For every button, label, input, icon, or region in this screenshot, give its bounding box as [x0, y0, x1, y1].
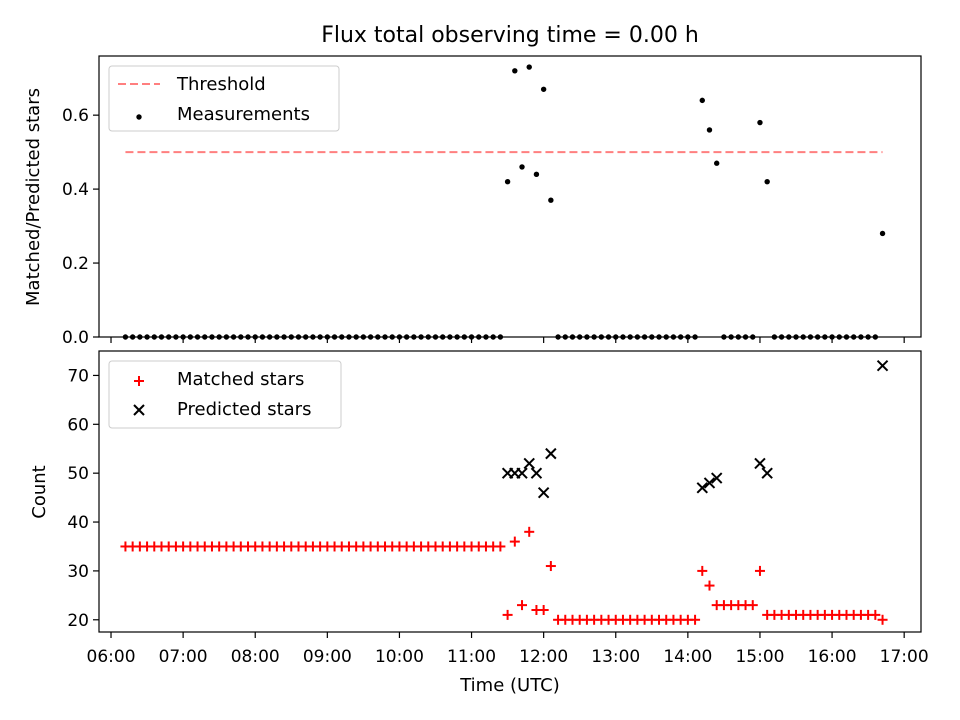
bottom-y-tick-label: 70 [67, 366, 89, 386]
measurement-point [879, 230, 886, 237]
legend-predicted-label: Predicted stars [177, 399, 311, 420]
top-legend-box [108, 65, 340, 132]
bottom-legend: Matched stars Predicted stars [108, 360, 342, 429]
x-tick-label: 16:00 [808, 647, 857, 667]
measurement-point [533, 171, 540, 178]
measurement-point [540, 86, 547, 92]
measurement-point [526, 64, 532, 70]
predicted-star-marker [876, 359, 889, 372]
x-tick-label: 11:00 [447, 647, 496, 667]
cross-b [754, 457, 766, 470]
cross-b [545, 447, 557, 460]
cross-b [516, 467, 528, 479]
x-tick-label: 07:00 [159, 647, 208, 667]
matched-star-marker [754, 565, 765, 576]
matched-star-marker [538, 605, 549, 616]
top-plot-area: 0.0 0.2 0.4 0.6 [62, 64, 905, 348]
predicted-star-marker [530, 467, 543, 479]
matched-star-marker [870, 609, 881, 620]
predicted-star-marker [703, 477, 716, 489]
bottom-legend-box [108, 360, 342, 429]
measurement-point [504, 179, 511, 185]
measurement-point [706, 127, 713, 133]
x-tick-label: 14:00 [663, 647, 712, 667]
measurement-point [714, 160, 720, 166]
x-tick-label: 10:00 [375, 647, 424, 667]
x-tick-label: 15:00 [735, 647, 784, 667]
legend-predicted-swatch [133, 404, 145, 416]
matched-star-marker [509, 536, 520, 547]
x-tick-label: 17:00 [880, 647, 929, 667]
top-y-tick-label: 0.6 [62, 106, 89, 126]
predicted-star-marker [754, 457, 766, 470]
bottom-axes-frame [98, 350, 922, 633]
chart-title: Flux total observing time = 0.00 h [321, 23, 699, 48]
bottom-plot-area: 20 30 40 50 60 70 06:00 07:00 08:00 09:00 10:00 11:… [67, 359, 929, 667]
predicted-star-marker [696, 482, 708, 494]
matched-star-marker [502, 609, 513, 620]
cross-b [530, 467, 543, 479]
cross-b [696, 482, 708, 494]
bottom-y-tick-label: 20 [67, 611, 89, 631]
cross-b [703, 477, 716, 489]
cross-b [710, 472, 723, 484]
legend-measurements-label: Measurements [177, 104, 310, 125]
x-axis-label: Time (UTC) [459, 675, 560, 696]
top-y-tick-label: 0.4 [62, 180, 89, 200]
x-tick-label: 09:00 [303, 647, 352, 667]
x-tick-label: 12:00 [519, 647, 568, 667]
top-axes-frame [98, 55, 922, 338]
bottom-y-tick-label: 50 [67, 464, 89, 484]
cross-b [761, 467, 773, 479]
predicted-star-marker [516, 467, 528, 479]
cross-b [876, 359, 889, 372]
measurement-point [548, 197, 554, 203]
legend-matched-swatch [134, 376, 144, 386]
bottom-y-tick-label: 40 [67, 513, 89, 533]
matched-star-marker [747, 600, 758, 611]
predicted-star-marker [523, 457, 535, 470]
bottom-y-tick-label: 30 [67, 562, 89, 582]
top-y-axis-label: Matched/Predicted stars [23, 88, 44, 306]
matched-star-marker [690, 614, 701, 625]
measurement-point [699, 97, 705, 104]
measurement-point [764, 179, 770, 185]
measurement-point [512, 68, 518, 74]
predicted-star-marker [761, 467, 773, 479]
measurement-point [519, 164, 525, 170]
matched-star-marker [517, 600, 528, 611]
predicted-star-marker [710, 472, 723, 484]
cross-b [523, 457, 535, 470]
predicted-star-marker [537, 487, 550, 499]
matched-star-marker [877, 614, 888, 625]
top-legend: Threshold Measurements [108, 65, 340, 132]
matched-star-marker [704, 580, 715, 591]
bottom-y-tick-label: 60 [67, 415, 89, 435]
legend-threshold-label: Threshold [176, 74, 266, 95]
x-tick-label: 08:00 [231, 647, 280, 667]
top-y-tick-label: 0.2 [62, 254, 89, 274]
matched-star-marker [545, 561, 556, 572]
matched-star-marker [495, 541, 506, 552]
measurement-point [757, 119, 763, 126]
cross-b [537, 487, 550, 499]
top-y-tick-label: 0.0 [62, 328, 89, 348]
bottom-y-axis-label: Count [29, 465, 50, 518]
x-tick-label: 13:00 [591, 647, 640, 667]
legend-matched-label: Matched stars [177, 369, 304, 390]
legend-measurements-swatch [136, 114, 142, 120]
predicted-star-marker [545, 447, 557, 460]
x-tick-label: 06:00 [87, 647, 136, 667]
matched-star-marker [524, 526, 535, 537]
matched-star-marker [697, 565, 708, 576]
